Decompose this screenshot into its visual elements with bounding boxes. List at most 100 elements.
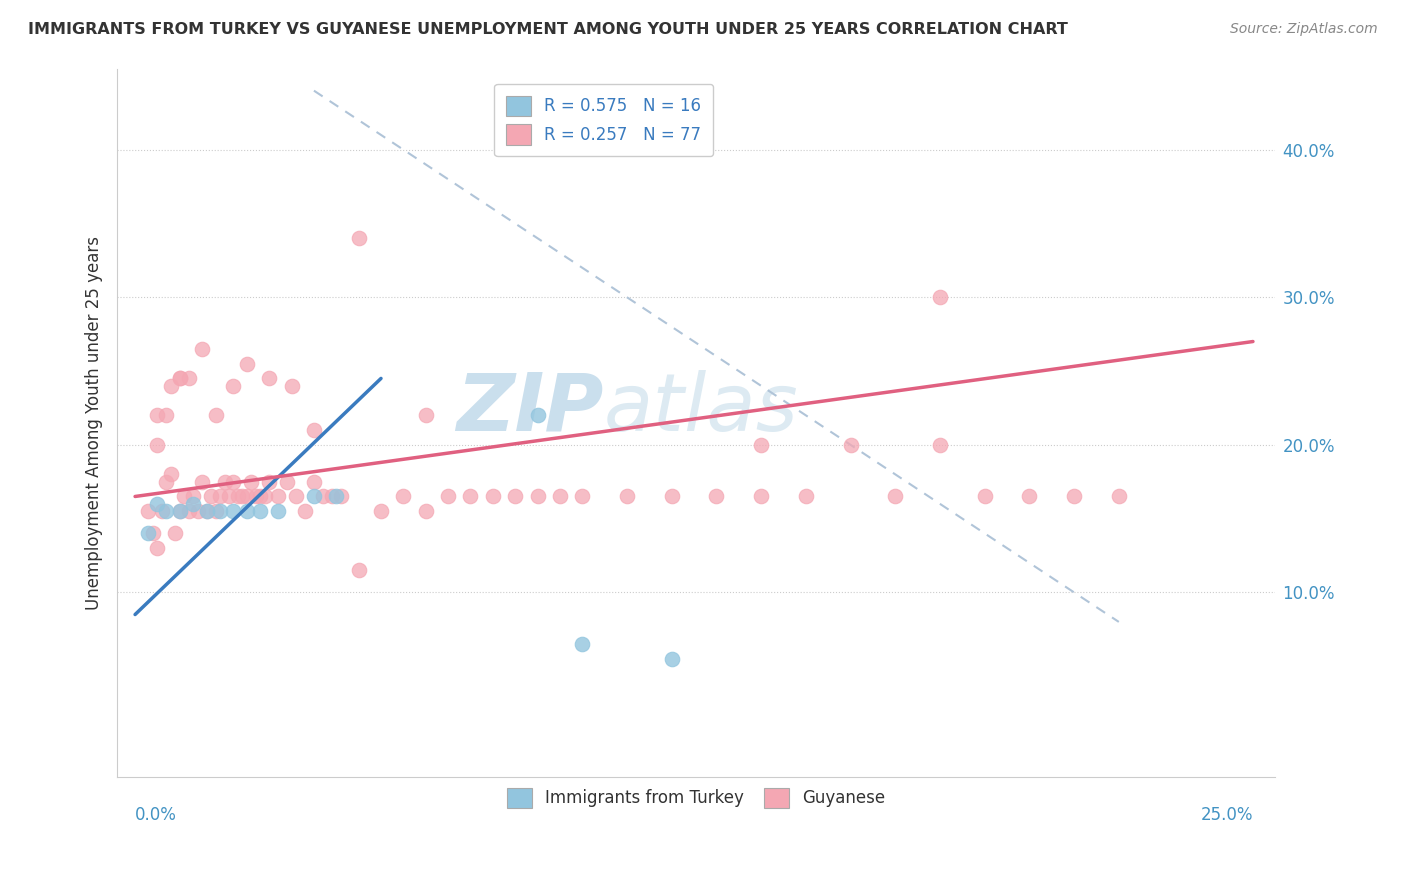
Point — [187, 504, 209, 518]
Point — [370, 504, 392, 518]
Point — [929, 290, 952, 304]
Point — [749, 490, 772, 504]
Point — [169, 371, 191, 385]
Point — [208, 490, 231, 504]
Point — [218, 490, 240, 504]
Point — [204, 409, 226, 423]
Point — [616, 490, 638, 504]
Point — [548, 490, 571, 504]
Point — [146, 438, 169, 452]
Point — [302, 475, 325, 489]
Point — [1018, 490, 1040, 504]
Text: 0.0%: 0.0% — [135, 806, 177, 824]
Point — [240, 475, 263, 489]
Point — [415, 409, 437, 423]
Point — [155, 475, 177, 489]
Point — [249, 490, 271, 504]
Point — [839, 438, 862, 452]
Point — [312, 490, 335, 504]
Point — [276, 475, 298, 489]
Point — [160, 467, 183, 482]
Point — [181, 497, 204, 511]
Point — [884, 490, 907, 504]
Point — [661, 490, 683, 504]
Point — [138, 526, 160, 541]
Point — [204, 504, 226, 518]
Point — [392, 490, 415, 504]
Point — [146, 497, 169, 511]
Point — [437, 490, 460, 504]
Point — [503, 490, 526, 504]
Point — [294, 504, 316, 518]
Legend: Immigrants from Turkey, Guyanese: Immigrants from Turkey, Guyanese — [496, 778, 896, 818]
Point — [249, 504, 271, 518]
Point — [146, 541, 169, 555]
Point — [236, 504, 259, 518]
Point — [481, 490, 503, 504]
Point — [245, 490, 267, 504]
Point — [526, 490, 548, 504]
Y-axis label: Unemployment Among Youth under 25 years: Unemployment Among Youth under 25 years — [86, 235, 103, 610]
Point — [460, 490, 482, 504]
Point — [526, 409, 548, 423]
Point — [160, 379, 183, 393]
Point — [222, 504, 245, 518]
Point — [181, 490, 204, 504]
Point — [155, 409, 177, 423]
Point — [173, 490, 195, 504]
Point — [142, 526, 165, 541]
Point — [571, 490, 593, 504]
Point — [661, 652, 683, 666]
Point — [200, 490, 222, 504]
Point — [285, 490, 308, 504]
Point — [267, 490, 290, 504]
Point — [325, 490, 347, 504]
Point — [236, 490, 259, 504]
Point — [146, 409, 169, 423]
Point — [347, 231, 370, 245]
Point — [169, 504, 191, 518]
Point — [280, 379, 302, 393]
Text: atlas: atlas — [603, 369, 799, 448]
Point — [794, 490, 817, 504]
Point — [169, 504, 191, 518]
Point — [415, 504, 437, 518]
Point — [257, 371, 280, 385]
Point — [749, 438, 772, 452]
Point — [231, 490, 253, 504]
Point — [214, 475, 236, 489]
Point — [321, 490, 343, 504]
Point — [150, 504, 173, 518]
Point — [236, 357, 259, 371]
Point — [177, 371, 200, 385]
Point — [973, 490, 995, 504]
Point — [302, 423, 325, 437]
Text: 25.0%: 25.0% — [1201, 806, 1253, 824]
Point — [706, 490, 728, 504]
Point — [257, 475, 280, 489]
Point — [222, 379, 245, 393]
Point — [169, 371, 191, 385]
Point — [191, 342, 214, 356]
Point — [208, 504, 231, 518]
Text: ZIP: ZIP — [456, 369, 603, 448]
Point — [138, 504, 160, 518]
Text: Source: ZipAtlas.com: Source: ZipAtlas.com — [1230, 22, 1378, 37]
Point — [191, 475, 214, 489]
Point — [329, 490, 352, 504]
Point — [155, 504, 177, 518]
Point — [195, 504, 218, 518]
Point — [226, 490, 249, 504]
Point — [571, 637, 593, 651]
Point — [1108, 490, 1130, 504]
Point — [253, 490, 276, 504]
Point — [177, 504, 200, 518]
Point — [929, 438, 952, 452]
Point — [302, 490, 325, 504]
Point — [195, 504, 218, 518]
Point — [1063, 490, 1085, 504]
Point — [222, 475, 245, 489]
Point — [267, 504, 290, 518]
Point — [347, 563, 370, 577]
Point — [165, 526, 187, 541]
